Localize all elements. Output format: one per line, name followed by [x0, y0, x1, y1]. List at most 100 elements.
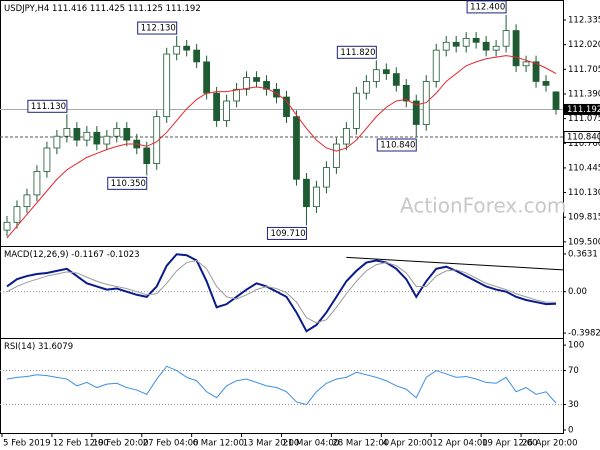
candle-body	[462, 37, 470, 47]
candle-body	[313, 186, 320, 208]
candle-body	[352, 92, 360, 129]
x-tick-label: 6 Mar 12:00	[193, 439, 244, 449]
y-tick-label: 109.500	[568, 237, 600, 247]
annotation-label: 111.820	[340, 48, 375, 58]
annotation-label: 111.130	[31, 102, 66, 112]
candle-body	[522, 61, 530, 67]
candle-body	[542, 81, 550, 86]
annotation-box	[266, 226, 307, 240]
y-tick-label: 110.760	[568, 139, 600, 149]
y-tick-label: 111.075	[568, 114, 600, 124]
x-tick-label: 21 Mar 04:00	[282, 439, 339, 449]
candle-body	[372, 69, 380, 82]
candle-body	[193, 49, 201, 63]
annotation-box	[27, 99, 68, 113]
x-tick-label: 13 Mar 20:00	[243, 439, 300, 449]
y-tick-label: 110.130	[568, 188, 600, 198]
candle-body	[532, 61, 540, 82]
candle-body	[342, 127, 350, 145]
candle-body	[333, 143, 340, 168]
header-close: 111.192	[166, 4, 201, 14]
title: MACD(12,26,9)	[4, 250, 69, 260]
y-tick-label: 30	[568, 400, 579, 410]
annotation-box	[107, 176, 148, 190]
candle-body	[472, 37, 480, 43]
header-value: 31.6079	[38, 342, 73, 352]
y-tick-label: 111.390	[568, 89, 600, 99]
candle-body	[13, 206, 21, 223]
x-tick-label: 19 Feb 20:00	[93, 439, 149, 449]
series-line	[6, 259, 557, 324]
annotation-box	[336, 45, 377, 59]
y-tick-label: 70	[568, 366, 579, 376]
candle-body	[382, 69, 390, 75]
candle-body	[143, 147, 151, 165]
candle-body	[223, 100, 230, 121]
x-tick-label: 26 Apr 20:00	[522, 439, 577, 449]
header-open: 111.416	[52, 4, 87, 14]
candle-body	[442, 41, 450, 51]
header-value: -0.1023	[107, 250, 140, 260]
watermark: ActionForex.com	[400, 194, 566, 218]
y-tick-label: 0.00	[568, 287, 587, 297]
candle-body	[93, 131, 101, 145]
candle-body	[482, 41, 490, 51]
candle-body	[392, 73, 400, 86]
x-tick-label: 12 Feb 12:00	[53, 439, 109, 449]
series-line	[6, 253, 557, 333]
level-label: 110.840	[567, 133, 600, 143]
candle-body	[113, 127, 121, 137]
candle-body	[213, 92, 221, 121]
candle-body	[432, 49, 440, 82]
y-tick-label: 112.020	[568, 40, 600, 50]
x-tick-label: 5 Feb 2019	[3, 439, 51, 449]
candle-body	[293, 116, 300, 180]
candle-body	[233, 88, 240, 102]
panel-frame	[0, 246, 564, 339]
candle-body	[33, 171, 41, 196]
candle-body	[502, 30, 510, 47]
trendline	[346, 256, 564, 271]
candle-body	[23, 194, 31, 208]
candle-body	[362, 81, 370, 94]
candle-body	[203, 61, 211, 94]
candle-body	[183, 45, 191, 51]
y-tick-label: 100	[568, 341, 584, 351]
y-tick-label: 109.815	[568, 213, 600, 223]
header-low: 111.125	[128, 4, 163, 14]
x-tick-label: 12 Apr 04:00	[432, 439, 487, 449]
annotation-label: 112.400	[470, 2, 505, 12]
candle-body	[452, 41, 460, 47]
annotation-label: 110.840	[380, 141, 415, 151]
candle-body	[323, 167, 330, 188]
x-tick-label: 19 Apr 12:00	[482, 439, 537, 449]
x-tick-label: 4 Apr 20:00	[382, 439, 432, 449]
header-high: 111.425	[90, 4, 125, 14]
candle-body	[412, 100, 420, 125]
candle-body	[552, 91, 560, 110]
candle-body	[73, 127, 81, 141]
y-tick-label: 112.335	[568, 16, 600, 26]
candle-body	[123, 127, 131, 141]
y-tick-label: 110.445	[568, 163, 600, 173]
candle-body	[83, 131, 91, 141]
annotation-label: 109.710	[270, 229, 305, 239]
candle-body	[402, 84, 410, 102]
panel-title: RSI(14) 31.6079	[4, 342, 73, 352]
annotation-box	[137, 21, 178, 35]
candle-body	[512, 30, 520, 67]
price-label: 111.192	[567, 105, 600, 115]
candle-body	[492, 45, 500, 51]
panel-title: MACD(12,26,9) -0.1167 -0.1023	[4, 250, 140, 260]
y-tick-label: 0.3631	[568, 249, 598, 259]
title: RSI(14)	[4, 342, 35, 352]
candle-body	[263, 81, 270, 90]
series-line	[6, 365, 557, 406]
title: USDJPY,H4	[4, 4, 49, 14]
header-value: -0.1167	[71, 250, 104, 260]
panel-frame	[0, 338, 564, 434]
panel-title: USDJPY,H4 111.416 111.425 111.125 111.19…	[4, 4, 201, 14]
candle-body	[43, 147, 51, 172]
annotation-label: 112.130	[141, 24, 176, 34]
